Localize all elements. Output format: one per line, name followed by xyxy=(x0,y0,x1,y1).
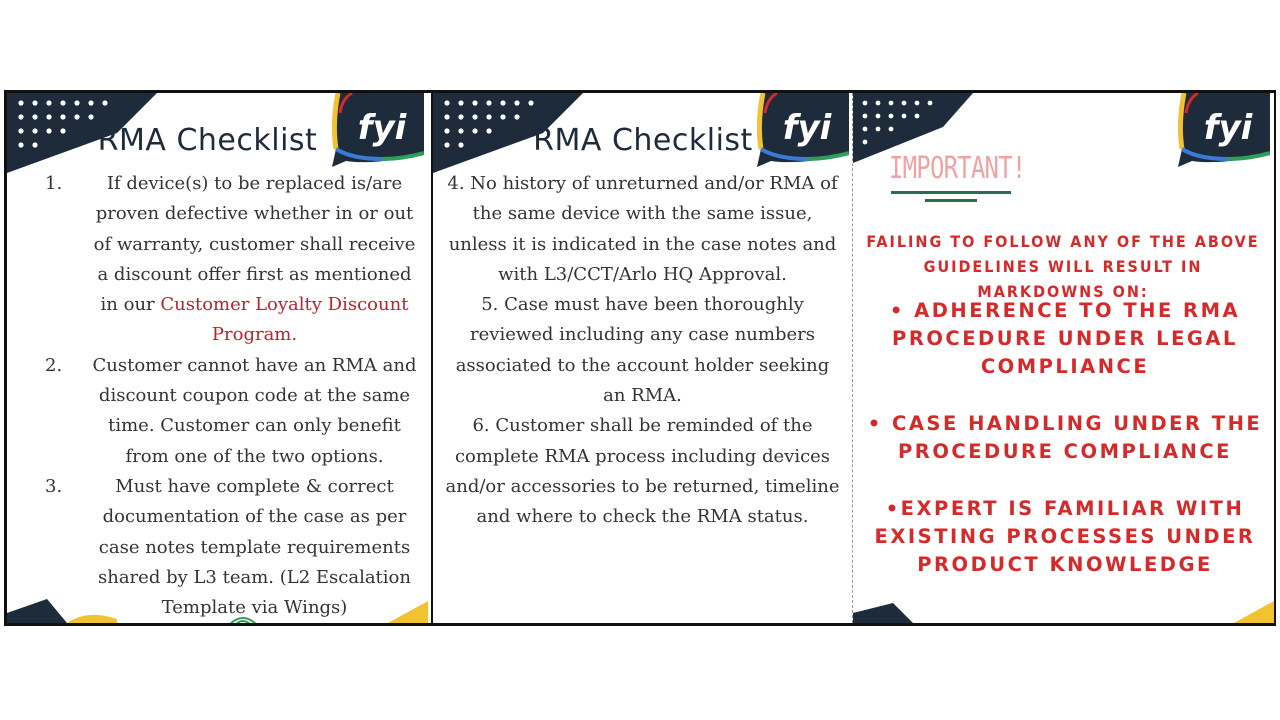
item-number: 2. xyxy=(45,354,63,376)
svg-text:fyi: fyi xyxy=(783,108,833,148)
markdown-item: •EXPERT IS FAMILIAR WITH EXISTING PROCES… xyxy=(874,497,1256,576)
panel-rma-checklist-2: fyi RMA Checklist 4. No history of unret… xyxy=(431,93,853,623)
fyi-logo-icon: fyi xyxy=(757,93,849,167)
slide-strip: fyi RMA Checklist 1. If device(s) to be … xyxy=(4,90,1276,626)
markdown-item: • CASE HANDLING UNDER THE PROCEDURE COMP… xyxy=(867,412,1263,463)
item-text: If device(s) to be replaced is/are prove… xyxy=(93,173,416,316)
corner-dots-decoration xyxy=(433,93,583,173)
checklist-item-3: 3. Must have complete & correct document… xyxy=(25,472,420,623)
checklist-item-6: 6. Customer shall be reminded of the com… xyxy=(445,415,840,528)
corner-wave-decoration xyxy=(7,599,117,623)
markdown-item: • ADHERENCE TO THE RMA PROCEDURE UNDER L… xyxy=(889,299,1241,378)
panel-title: RMA Checklist xyxy=(97,123,318,158)
panel-rma-checklist-1: fyi RMA Checklist 1. If device(s) to be … xyxy=(7,93,428,623)
markdown-list: • ADHERENCE TO THE RMA PROCEDURE UNDER L… xyxy=(867,297,1263,608)
checklist-item-2: 2. Customer cannot have an RMA and disco… xyxy=(25,351,420,472)
panel-title: RMA Checklist xyxy=(533,123,753,158)
important-heading: IMPORTANT! xyxy=(889,151,1026,186)
loyalty-program-link[interactable]: Customer Loyalty Discount Program. xyxy=(160,294,409,346)
item-number: 3. xyxy=(45,475,63,497)
item-number: 1. xyxy=(45,173,63,194)
item-text: Customer cannot have an RMA and discount… xyxy=(92,354,417,467)
corner-triangle-decoration xyxy=(1234,601,1274,623)
checklist-body: 1. If device(s) to be replaced is/are pr… xyxy=(25,169,420,623)
wifi-watermark-icon xyxy=(229,617,257,623)
heading-underline-short xyxy=(925,199,977,202)
checklist-item-4: 4. No history of unreturned and/or RMA o… xyxy=(447,173,838,285)
panel-important: fyi IMPORTANT! FAILING TO FOLLOW ANY OF … xyxy=(852,93,1274,623)
item-text: Must have complete & correct documentati… xyxy=(98,475,411,619)
corner-dots-decoration xyxy=(853,93,973,163)
heading-underline xyxy=(891,191,1011,194)
checklist-body: 4. No history of unreturned and/or RMA o… xyxy=(445,169,840,533)
checklist-item-1: 1. If device(s) to be replaced is/are pr… xyxy=(25,169,420,351)
svg-text:fyi: fyi xyxy=(1204,108,1254,148)
checklist-item-5: 5. Case must have been thoroughly review… xyxy=(455,294,830,407)
corner-wave-decoration xyxy=(853,603,913,623)
fyi-logo-icon: fyi xyxy=(1178,93,1270,167)
fyi-logo-icon: fyi xyxy=(332,93,424,167)
markdown-warning: FAILING TO FOLLOW ANY OF THE ABOVE GUIDE… xyxy=(866,232,1260,301)
svg-text:fyi: fyi xyxy=(358,108,408,148)
corner-triangle-decoration xyxy=(388,601,428,623)
corner-dots-decoration xyxy=(7,93,157,173)
